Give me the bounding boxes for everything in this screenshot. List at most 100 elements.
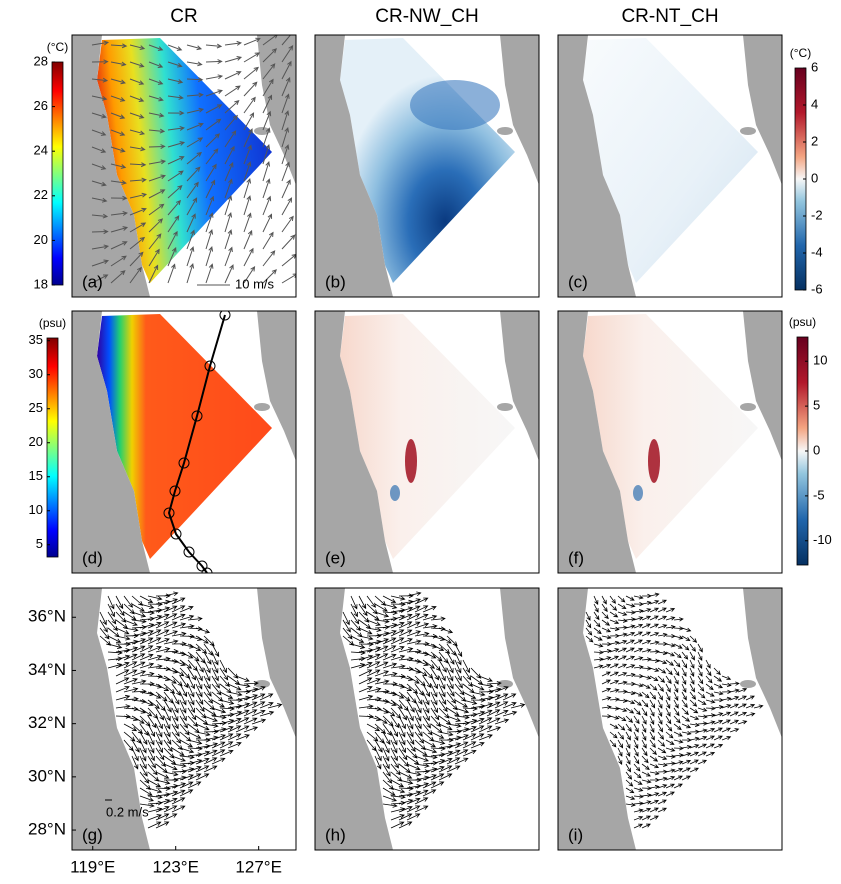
vector-arrow xyxy=(115,669,130,677)
vector-arrow xyxy=(358,677,373,685)
vector-arrow xyxy=(155,707,165,721)
vector-arrow xyxy=(649,731,655,741)
vector-arrow xyxy=(414,659,429,666)
vector-arrow xyxy=(430,643,445,651)
vector-arrow xyxy=(358,635,374,641)
vector-arrow xyxy=(205,118,222,131)
vector-arrow xyxy=(665,731,674,739)
vector-arrow xyxy=(601,656,612,661)
x-tick-label: 127°E xyxy=(235,857,282,876)
vector-arrow xyxy=(681,775,691,781)
vector-arrow xyxy=(649,770,660,776)
vector-arrow xyxy=(657,747,667,754)
vector-arrow xyxy=(681,767,691,773)
vector-arrow xyxy=(601,663,612,669)
vector-arrow xyxy=(148,189,166,199)
map-panel: (i) xyxy=(557,587,783,851)
vector-arrow xyxy=(281,179,291,199)
vector-arrow xyxy=(110,129,126,136)
vector-arrow xyxy=(633,739,639,750)
vector-arrow xyxy=(721,675,732,681)
vector-arrow xyxy=(609,679,620,685)
vector-arrow xyxy=(205,195,215,216)
vector-arrow xyxy=(259,710,275,717)
island xyxy=(497,680,513,688)
vector-arrow xyxy=(195,659,204,673)
vector-arrow xyxy=(262,250,276,267)
vector-arrow xyxy=(697,736,708,741)
vector-arrow xyxy=(681,744,692,750)
vector-arrow xyxy=(406,777,422,783)
vector-arrow xyxy=(139,795,155,802)
vector-arrow xyxy=(697,659,703,670)
vector-arrow xyxy=(438,765,453,773)
vector-arrow xyxy=(633,656,644,661)
vector-arrow xyxy=(131,638,146,645)
vector-arrow xyxy=(195,773,210,781)
land xyxy=(743,311,782,461)
vector-arrow xyxy=(609,611,619,618)
vector-arrow xyxy=(224,145,235,165)
vector-arrow xyxy=(155,715,163,730)
vector-arrow xyxy=(99,611,107,626)
vector-arrow xyxy=(705,691,715,697)
vector-arrow xyxy=(681,759,692,765)
vector-arrow xyxy=(657,675,666,683)
vector-arrow xyxy=(123,619,138,626)
vector-arrow xyxy=(205,163,217,182)
vector-arrow xyxy=(593,643,604,648)
vector-arrow xyxy=(251,709,266,717)
vector-arrow xyxy=(446,749,461,757)
vector-arrow xyxy=(91,244,110,250)
vector-arrow xyxy=(148,174,166,182)
vector-arrow xyxy=(697,675,704,685)
vector-arrow xyxy=(224,114,238,131)
vector-arrow xyxy=(107,619,118,632)
vector-arrow xyxy=(406,739,416,753)
vector-arrow xyxy=(155,599,171,605)
vector-arrow xyxy=(697,714,708,719)
vector-arrow xyxy=(205,74,224,80)
vector-arrow xyxy=(235,709,250,717)
vector-arrow xyxy=(665,783,675,789)
vector-arrow xyxy=(625,690,636,696)
vector-arrow xyxy=(665,739,675,745)
vector-arrow xyxy=(406,755,420,765)
vector-arrow xyxy=(713,667,721,676)
vector-arrow xyxy=(729,728,740,733)
vector-arrow xyxy=(689,683,695,693)
vector-arrow xyxy=(673,643,683,649)
vector-arrow xyxy=(593,595,599,606)
map-content xyxy=(558,588,782,850)
model-domain xyxy=(583,591,758,836)
vector-arrow xyxy=(398,683,413,691)
vector-arrow xyxy=(625,631,636,637)
vector-arrow xyxy=(657,731,665,740)
vector-arrow xyxy=(414,667,428,677)
vector-arrow xyxy=(665,659,674,666)
panel-label: (b) xyxy=(325,272,346,291)
vector-arrow xyxy=(633,747,639,757)
vector-arrow xyxy=(167,185,183,199)
vector-arrow xyxy=(454,675,463,689)
vector-arrow xyxy=(110,211,128,216)
map-content xyxy=(72,588,296,850)
vector-arrow xyxy=(673,707,680,717)
vector-arrow xyxy=(123,678,138,685)
vector-arrow xyxy=(163,731,172,746)
colorbar xyxy=(51,61,64,286)
vector-arrow xyxy=(657,807,667,813)
map-content xyxy=(315,311,539,573)
vector-arrow xyxy=(186,166,201,182)
vector-arrow xyxy=(147,723,156,738)
vector-arrow xyxy=(673,746,684,751)
vector-arrow xyxy=(633,816,644,821)
vector-arrow xyxy=(625,779,634,787)
vector-arrow xyxy=(129,266,142,284)
vector-arrow xyxy=(243,694,258,701)
land xyxy=(315,35,393,297)
vector-arrow xyxy=(625,647,635,653)
vector-arrow xyxy=(422,605,437,613)
vector-arrow xyxy=(649,799,660,805)
